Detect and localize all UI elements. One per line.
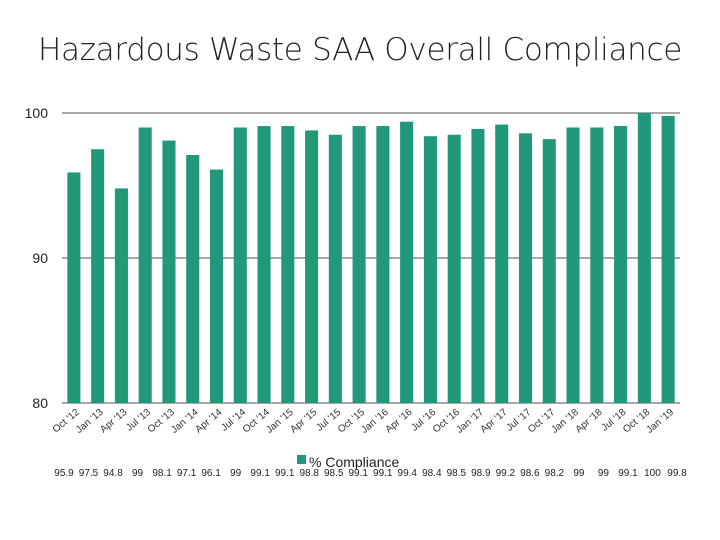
bar-oct-15 [352,126,366,404]
data-value-label: 98.2 [545,468,565,479]
data-value-label: 99.1 [349,468,369,479]
bar-apr-18 [590,127,604,403]
bar-jul-15 [328,134,342,403]
x-tick-label: Apr '15 [288,407,319,436]
data-value-label: 98.6 [520,468,540,479]
y-tick-label: 90 [32,250,48,266]
data-value-label: 100 [644,468,661,479]
data-value-label: 98.8 [299,468,319,479]
data-value-label: 96.1 [201,468,221,479]
bar-oct-18 [637,113,651,403]
x-tick-label: Apr '16 [383,407,414,436]
bar-jan-15 [281,126,295,404]
x-tick-label: Jan '19 [645,407,677,436]
gridlines [62,112,680,404]
bar-jan-16 [376,126,390,404]
bar-oct-17 [542,139,556,403]
data-table-values: 95.9 97.5 94.8 99 98.1 97.1 96.1 99 99.1 99.1 98.8… [54,468,687,479]
x-tick-label: Apr '13 [98,407,129,436]
data-value-label: 97.5 [79,468,99,479]
x-tick-label: Apr '14 [193,407,224,436]
data-value-label: 97.1 [177,468,197,479]
data-value-label: 98.9 [471,468,491,479]
bar-apr-13 [114,188,128,403]
bar-jan-19 [661,115,675,404]
data-value-label: 99.1 [275,468,295,479]
bar-oct-12 [67,172,81,403]
data-value-label: 95.9 [54,468,74,479]
legend-swatch [297,455,306,464]
bar-jan-17 [471,128,485,403]
y-tick-label: 100 [25,105,49,121]
bar-apr-16 [400,121,414,403]
bar-jul-14 [233,127,247,403]
bar-jan-13 [91,149,105,403]
bar-jul-17 [518,133,533,404]
data-value-label: 99.4 [398,468,418,479]
data-value-label: 99.8 [667,468,687,479]
data-value-label: 98.5 [324,468,344,479]
bar-jan-18 [566,127,580,403]
bar-apr-17 [495,124,509,403]
data-value-label: 99 [132,468,144,479]
y-tick-label: 80 [32,395,48,411]
x-tick-label: Apr '17 [479,407,510,436]
bar-jul-13 [138,127,152,403]
data-value-label: 98.4 [422,468,442,479]
bar-oct-16 [447,134,461,403]
data-value-label: 99 [598,468,610,479]
data-value-label: 98.1 [152,468,172,479]
data-value-label: 94.8 [103,468,123,479]
bar-jul-16 [423,136,437,403]
y-axis-ticks: 80 90 100 [25,105,49,411]
x-tick-label: Apr '18 [574,407,605,436]
data-value-label: 99.2 [496,468,516,479]
bar-oct-14 [257,126,271,404]
data-value-label: 99 [230,468,242,479]
bar-oct-13 [162,140,176,404]
data-value-label: 99.1 [250,468,270,479]
legend: % Compliance [297,454,399,470]
data-value-label: 99.1 [618,468,638,479]
chart-title: Hazardous Waste SAA Overall Compliance [37,32,683,68]
data-value-label: 99 [573,468,585,479]
bar-jul-18 [614,126,628,404]
bars [67,113,675,404]
bar-apr-15 [305,130,319,403]
legend-label: % Compliance [309,454,399,470]
bar-apr-14 [209,169,224,403]
bar-jan-14 [186,155,200,403]
data-value-label: 98.5 [447,468,467,479]
data-value-label: 99.1 [373,468,393,479]
